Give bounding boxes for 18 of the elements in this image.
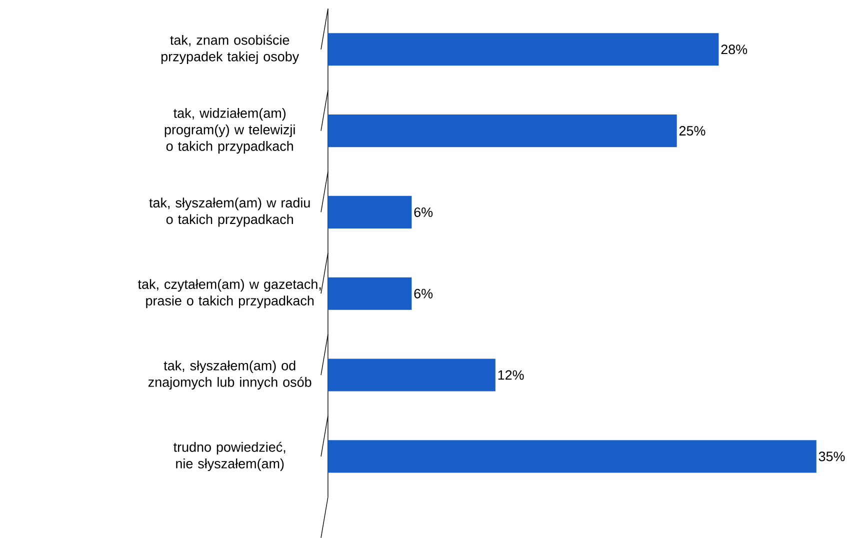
data-label: 28% <box>721 44 748 54</box>
data-label: 25% <box>679 126 706 136</box>
y-tick-label: tak, widziałem(am) program(y) w telewizji o takich przypadkach <box>164 108 295 154</box>
bar <box>328 358 496 392</box>
bar <box>328 33 719 66</box>
data-label: 6% <box>414 288 433 298</box>
bar <box>328 196 412 228</box>
data-label: 12% <box>498 370 524 380</box>
data-label: 6% <box>414 207 433 217</box>
y-tick-label: tak, czytałem(am) w gazetach, prasie o takich przypadkach <box>138 279 321 308</box>
y-tick-label: trudno powiedzieć, nie słyszałem(am) <box>174 442 286 471</box>
y-tick-label: tak, słyszałem(am) od znajomych lub innych osób <box>148 360 312 390</box>
y-tick-label: tak, słyszałem(am) w radiu o takich przypadkach <box>149 198 310 227</box>
bar <box>328 114 677 148</box>
bar <box>328 440 816 473</box>
bar <box>328 277 412 310</box>
y-tick-label: tak, znam osobiście przypadek takiej osoby <box>161 34 300 64</box>
data-label: 35% <box>818 452 845 462</box>
